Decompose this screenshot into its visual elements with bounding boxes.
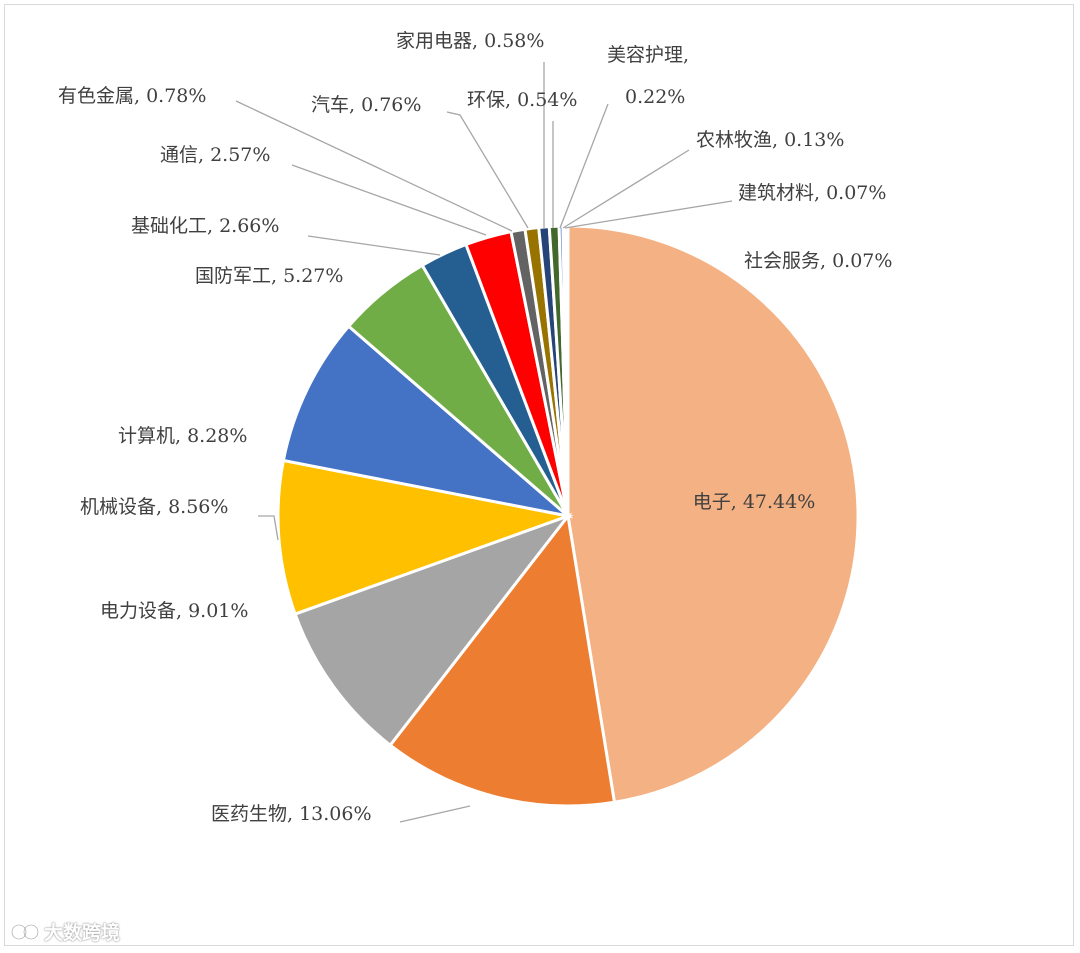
leader-line xyxy=(562,149,690,229)
data-label: 通信, 2.57% xyxy=(160,144,270,166)
leader-line xyxy=(559,103,609,229)
data-label: 美容护理, 0.22% xyxy=(607,44,689,108)
data-label: 电力设备, 9.01% xyxy=(100,600,248,622)
leader-line xyxy=(564,200,733,229)
pie-slice xyxy=(293,512,573,748)
data-label: 医药生物, 13.06% xyxy=(211,803,372,825)
pie-slices xyxy=(276,224,860,808)
leader-line xyxy=(258,515,279,541)
watermark-logo-icon xyxy=(10,923,40,940)
pie-slice xyxy=(565,224,570,517)
leader-line xyxy=(307,235,441,256)
data-labels: 电子, 47.44% 医药生物, 13.06% 电力设备, 9.01% 机械设备, 8… xyxy=(58,30,892,825)
leader-lines xyxy=(235,62,733,823)
data-label: 基础化工, 2.66% xyxy=(131,215,279,237)
leader-line xyxy=(399,805,471,823)
data-label: 建筑材料, 0.07% xyxy=(738,182,886,204)
leader-line xyxy=(291,164,487,236)
data-label: 有色金属, 0.78% xyxy=(58,85,206,107)
data-label: 机械设备, 8.56% xyxy=(80,496,228,518)
leader-line xyxy=(235,100,513,232)
pie-slice xyxy=(388,512,617,808)
data-label: 环保, 0.54% xyxy=(467,89,577,111)
data-label: 汽车, 0.76% xyxy=(311,94,421,116)
data-label: 国防军工, 5.27% xyxy=(195,265,343,287)
pie-slice xyxy=(281,324,574,519)
data-label: 社会服务, 0.07% xyxy=(744,250,892,272)
leader-line xyxy=(446,111,529,229)
data-label: 电子, 47.44% xyxy=(693,491,816,513)
data-label: 家用电器, 0.58% xyxy=(396,30,544,52)
data-label: 农林牧渔, 0.13% xyxy=(696,129,844,151)
pie-slice xyxy=(566,224,860,804)
watermark-text: 大数跨境 xyxy=(44,922,121,944)
pie-slice xyxy=(276,458,574,616)
data-label: 计算机, 8.28% xyxy=(118,425,247,447)
watermark: 大数跨境 xyxy=(10,918,120,945)
